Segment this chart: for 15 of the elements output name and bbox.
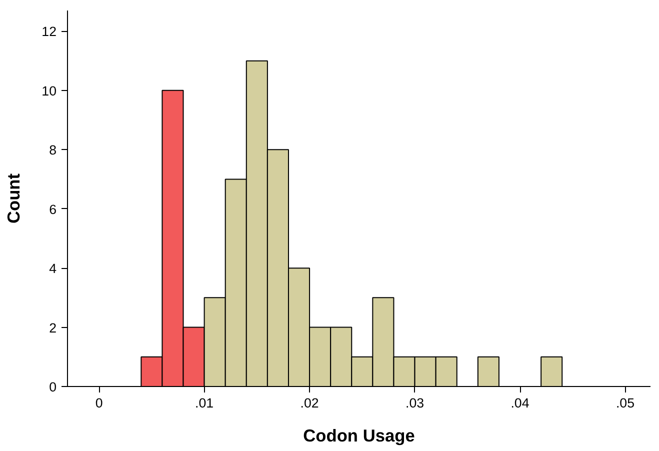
y-tick-label: 8 [49, 142, 57, 158]
y-tick-label: 4 [49, 261, 58, 276]
x-tick-label: 0 [95, 396, 103, 410]
y-axis-title: Count [4, 173, 24, 224]
x-tick-label: .04 [510, 396, 530, 410]
x-tick-label: .05 [616, 396, 635, 410]
x-tick-label: .02 [300, 396, 319, 410]
x-axis-title: Codon Usage [303, 426, 416, 446]
y-tick-label: 10 [42, 83, 57, 98]
y-tick-label: 6 [49, 202, 57, 217]
y-tick-label: 0 [49, 380, 57, 394]
y-tick-label: 2 [49, 320, 57, 336]
x-tick-label: .03 [406, 396, 424, 410]
y-tick-label: 12 [42, 24, 57, 40]
x-tick-label: .01 [195, 396, 214, 410]
